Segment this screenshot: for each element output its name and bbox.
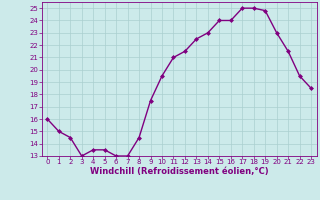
X-axis label: Windchill (Refroidissement éolien,°C): Windchill (Refroidissement éolien,°C) (90, 167, 268, 176)
